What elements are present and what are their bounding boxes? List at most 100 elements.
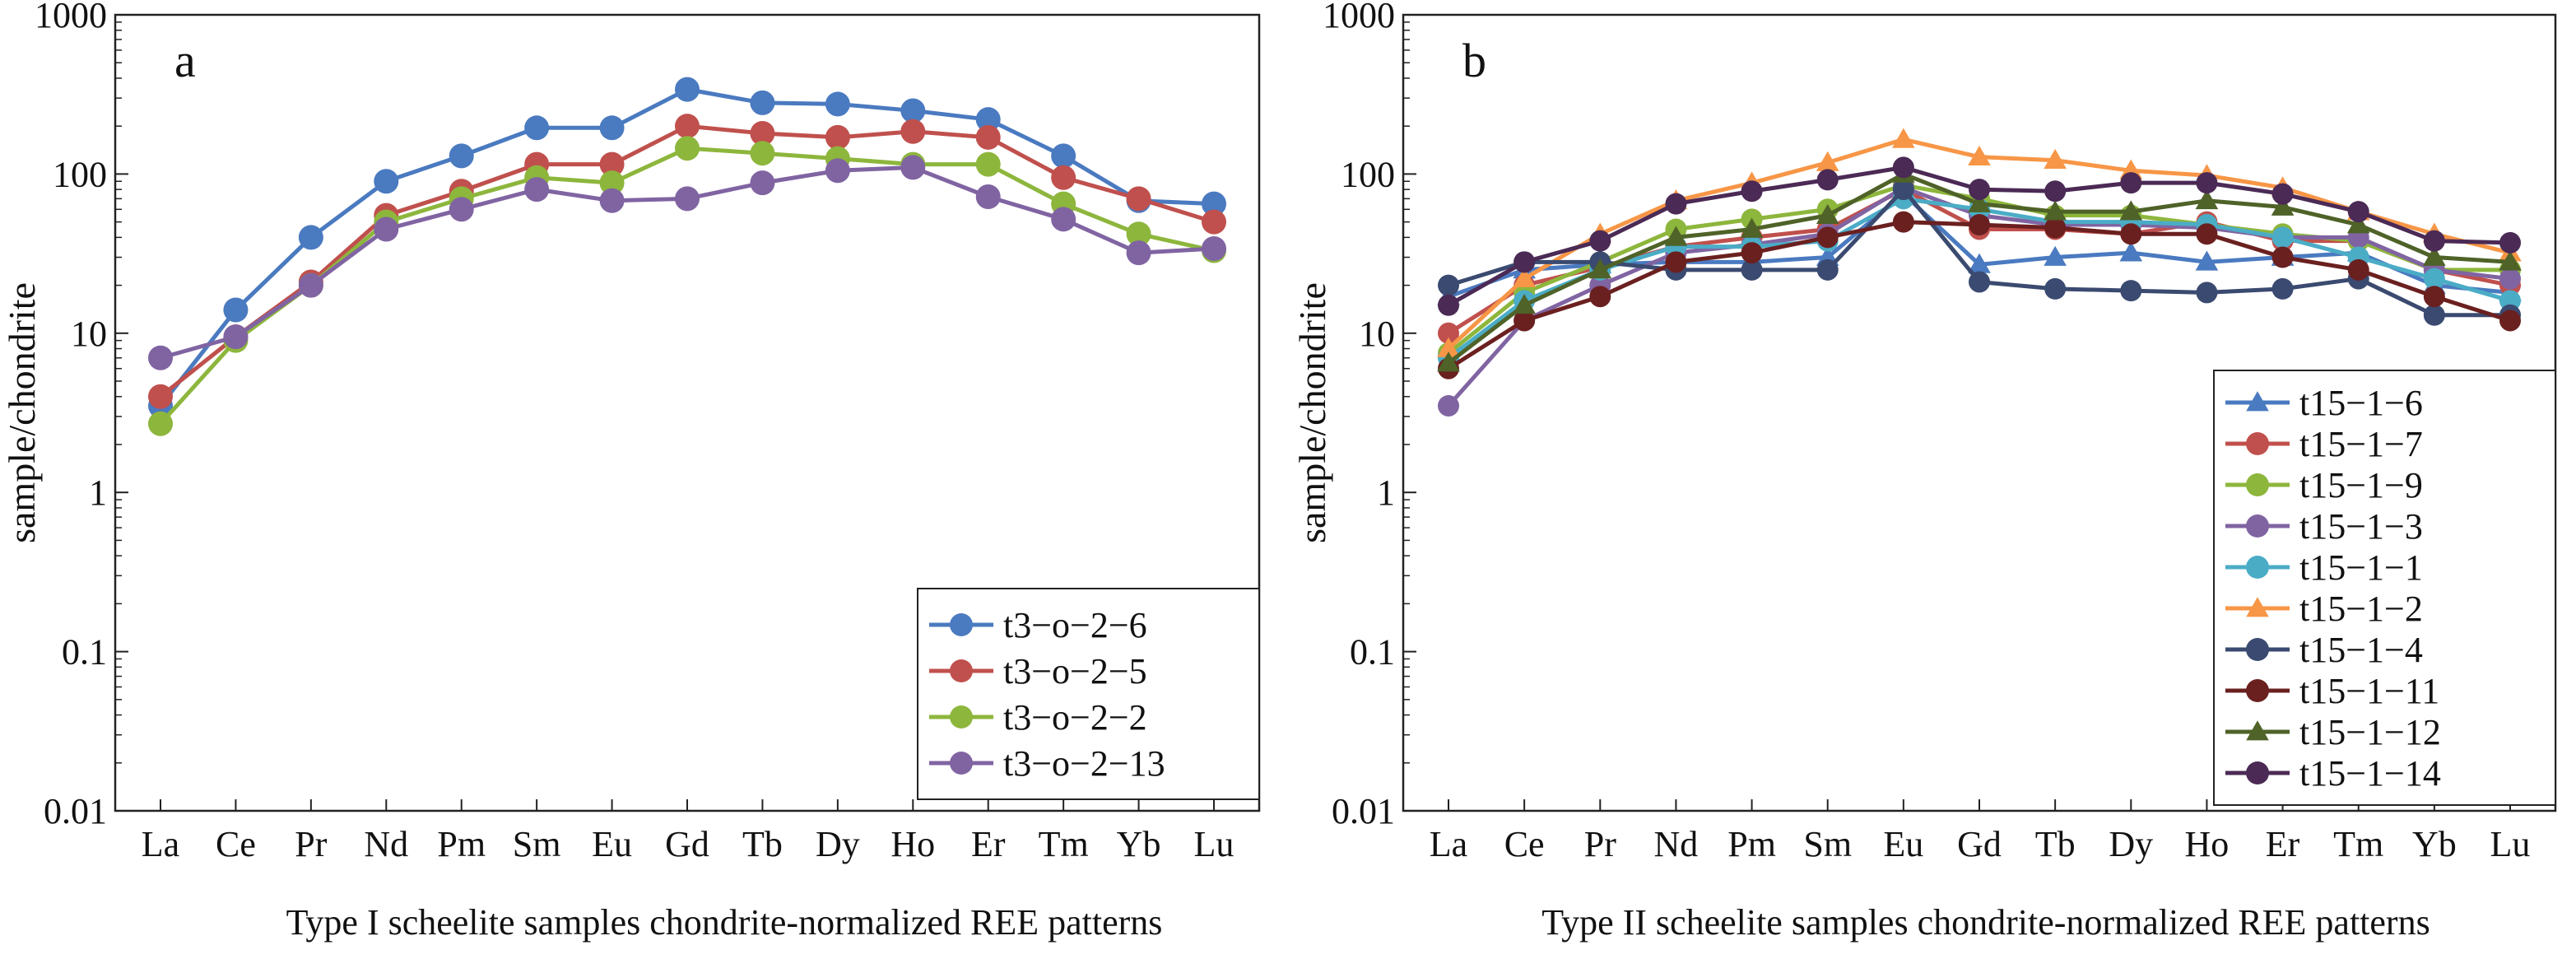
- data-point: [975, 151, 1001, 177]
- y-tick-label: 1: [89, 473, 107, 513]
- x-tick-label: Eu: [592, 824, 632, 864]
- data-point: [2044, 245, 2067, 266]
- x-tick-label: Pm: [437, 824, 486, 864]
- x-tick-label: Pr: [295, 824, 327, 864]
- data-point: [1514, 310, 1536, 332]
- data-point: [975, 184, 1001, 209]
- data-point: [2119, 241, 2143, 262]
- data-point: [2196, 282, 2218, 304]
- legend-marker: [950, 659, 973, 682]
- x-tick-label: Lu: [1194, 824, 1235, 864]
- legend-entry: t15−1−4: [2299, 630, 2423, 670]
- data-point: [1892, 211, 1914, 233]
- y-tick-label: 1000: [35, 0, 107, 35]
- legend-marker: [2246, 432, 2269, 455]
- legend-entry: t15−1−6: [2299, 383, 2423, 423]
- data-point: [1589, 230, 1611, 252]
- data-point: [2423, 245, 2446, 266]
- data-point: [1202, 209, 1226, 235]
- x-tick-label: Eu: [1883, 824, 1923, 864]
- x-tick-label: Yb: [1117, 824, 1161, 864]
- data-point: [223, 324, 249, 350]
- legend-entry: t15−1−3: [2299, 506, 2423, 547]
- chart-caption: Type I scheelite samples chondrite-norma…: [286, 902, 1163, 943]
- legend-entry: t15−1−7: [2299, 424, 2423, 464]
- y-tick-label: 100: [53, 154, 107, 194]
- data-point: [2499, 231, 2521, 254]
- legend: t3−o−2−6 t3−o−2−5 t3−o−2−2 t3−o−2−13: [917, 588, 1260, 800]
- data-point: [900, 119, 926, 144]
- legend-marker: [2246, 761, 2269, 784]
- x-tick-label: Gd: [1957, 824, 2002, 864]
- data-point: [2044, 200, 2067, 221]
- legend-entry: t3−o−2−2: [1003, 697, 1147, 738]
- x-tick-label: Gd: [665, 824, 709, 864]
- data-point: [2346, 213, 2370, 234]
- y-axis-title: sample/chondrite: [1291, 282, 1333, 543]
- x-tick-label: Ho: [2185, 824, 2230, 864]
- data-point: [1741, 180, 1763, 203]
- y-tick-label: 10: [1359, 314, 1395, 354]
- legend-marker: [2246, 679, 2269, 702]
- data-point: [449, 143, 474, 169]
- x-tick-label: Pm: [1727, 824, 1776, 864]
- x-tick-label: Dy: [816, 824, 860, 864]
- y-tick-label: 10: [71, 314, 107, 354]
- legend-marker: [2246, 597, 2269, 617]
- data-point: [1438, 322, 1459, 344]
- legend-marker: [2246, 638, 2269, 661]
- y-axis-title: sample/chondrite: [1, 282, 43, 543]
- legend-marker: [2246, 556, 2269, 579]
- x-tick-label: Sm: [513, 824, 561, 864]
- data-point: [2196, 223, 2218, 245]
- y-tick-label: 1000: [1323, 0, 1395, 35]
- data-point: [2423, 268, 2445, 290]
- data-point: [825, 124, 850, 150]
- data-point: [1202, 236, 1226, 262]
- data-point: [1051, 207, 1076, 232]
- data-point: [298, 272, 323, 298]
- data-point: [1513, 293, 1536, 314]
- data-point: [1816, 151, 1839, 171]
- data-point: [2423, 286, 2445, 308]
- x-tick-label: Sm: [1803, 824, 1852, 864]
- data-point: [1514, 251, 1536, 273]
- data-point: [975, 107, 1001, 133]
- series-0: [148, 77, 1226, 418]
- data-point: [2044, 148, 2067, 170]
- data-point: [2196, 172, 2218, 194]
- data-point: [2499, 250, 2522, 271]
- x-tick-label: Tm: [1039, 824, 1089, 864]
- data-point: [1051, 165, 1076, 190]
- x-tick-label: Dy: [2109, 824, 2153, 864]
- data-point: [750, 121, 775, 147]
- data-point: [2499, 310, 2521, 332]
- x-tick-label: Nd: [1654, 824, 1699, 864]
- data-point: [223, 297, 249, 323]
- data-point: [1968, 192, 1991, 212]
- data-point: [2271, 183, 2294, 205]
- x-tick-label: Ce: [1504, 824, 1545, 864]
- panel-label: a: [174, 34, 196, 87]
- data-point: [900, 155, 926, 180]
- data-point: [1126, 186, 1151, 212]
- data-point: [2120, 223, 2142, 245]
- data-point: [1665, 251, 1687, 273]
- legend-entry: t15−1−1: [2299, 547, 2423, 588]
- data-point: [1126, 221, 1151, 247]
- data-point: [750, 170, 775, 196]
- data-point: [2271, 195, 2295, 216]
- data-point: [374, 216, 399, 242]
- data-point: [2423, 230, 2445, 252]
- legend-entry: t15−1−9: [2299, 465, 2423, 505]
- legend-entry: t15−1−12: [2299, 712, 2441, 752]
- data-point: [1892, 179, 1914, 201]
- data-point: [2423, 304, 2445, 326]
- x-tick-label: Tm: [2333, 824, 2383, 864]
- data-point: [2195, 189, 2219, 210]
- series-line: [159, 123, 1215, 398]
- data-point: [750, 141, 775, 166]
- series-9: [1438, 156, 2521, 316]
- x-tick-label: Tb: [2035, 824, 2076, 864]
